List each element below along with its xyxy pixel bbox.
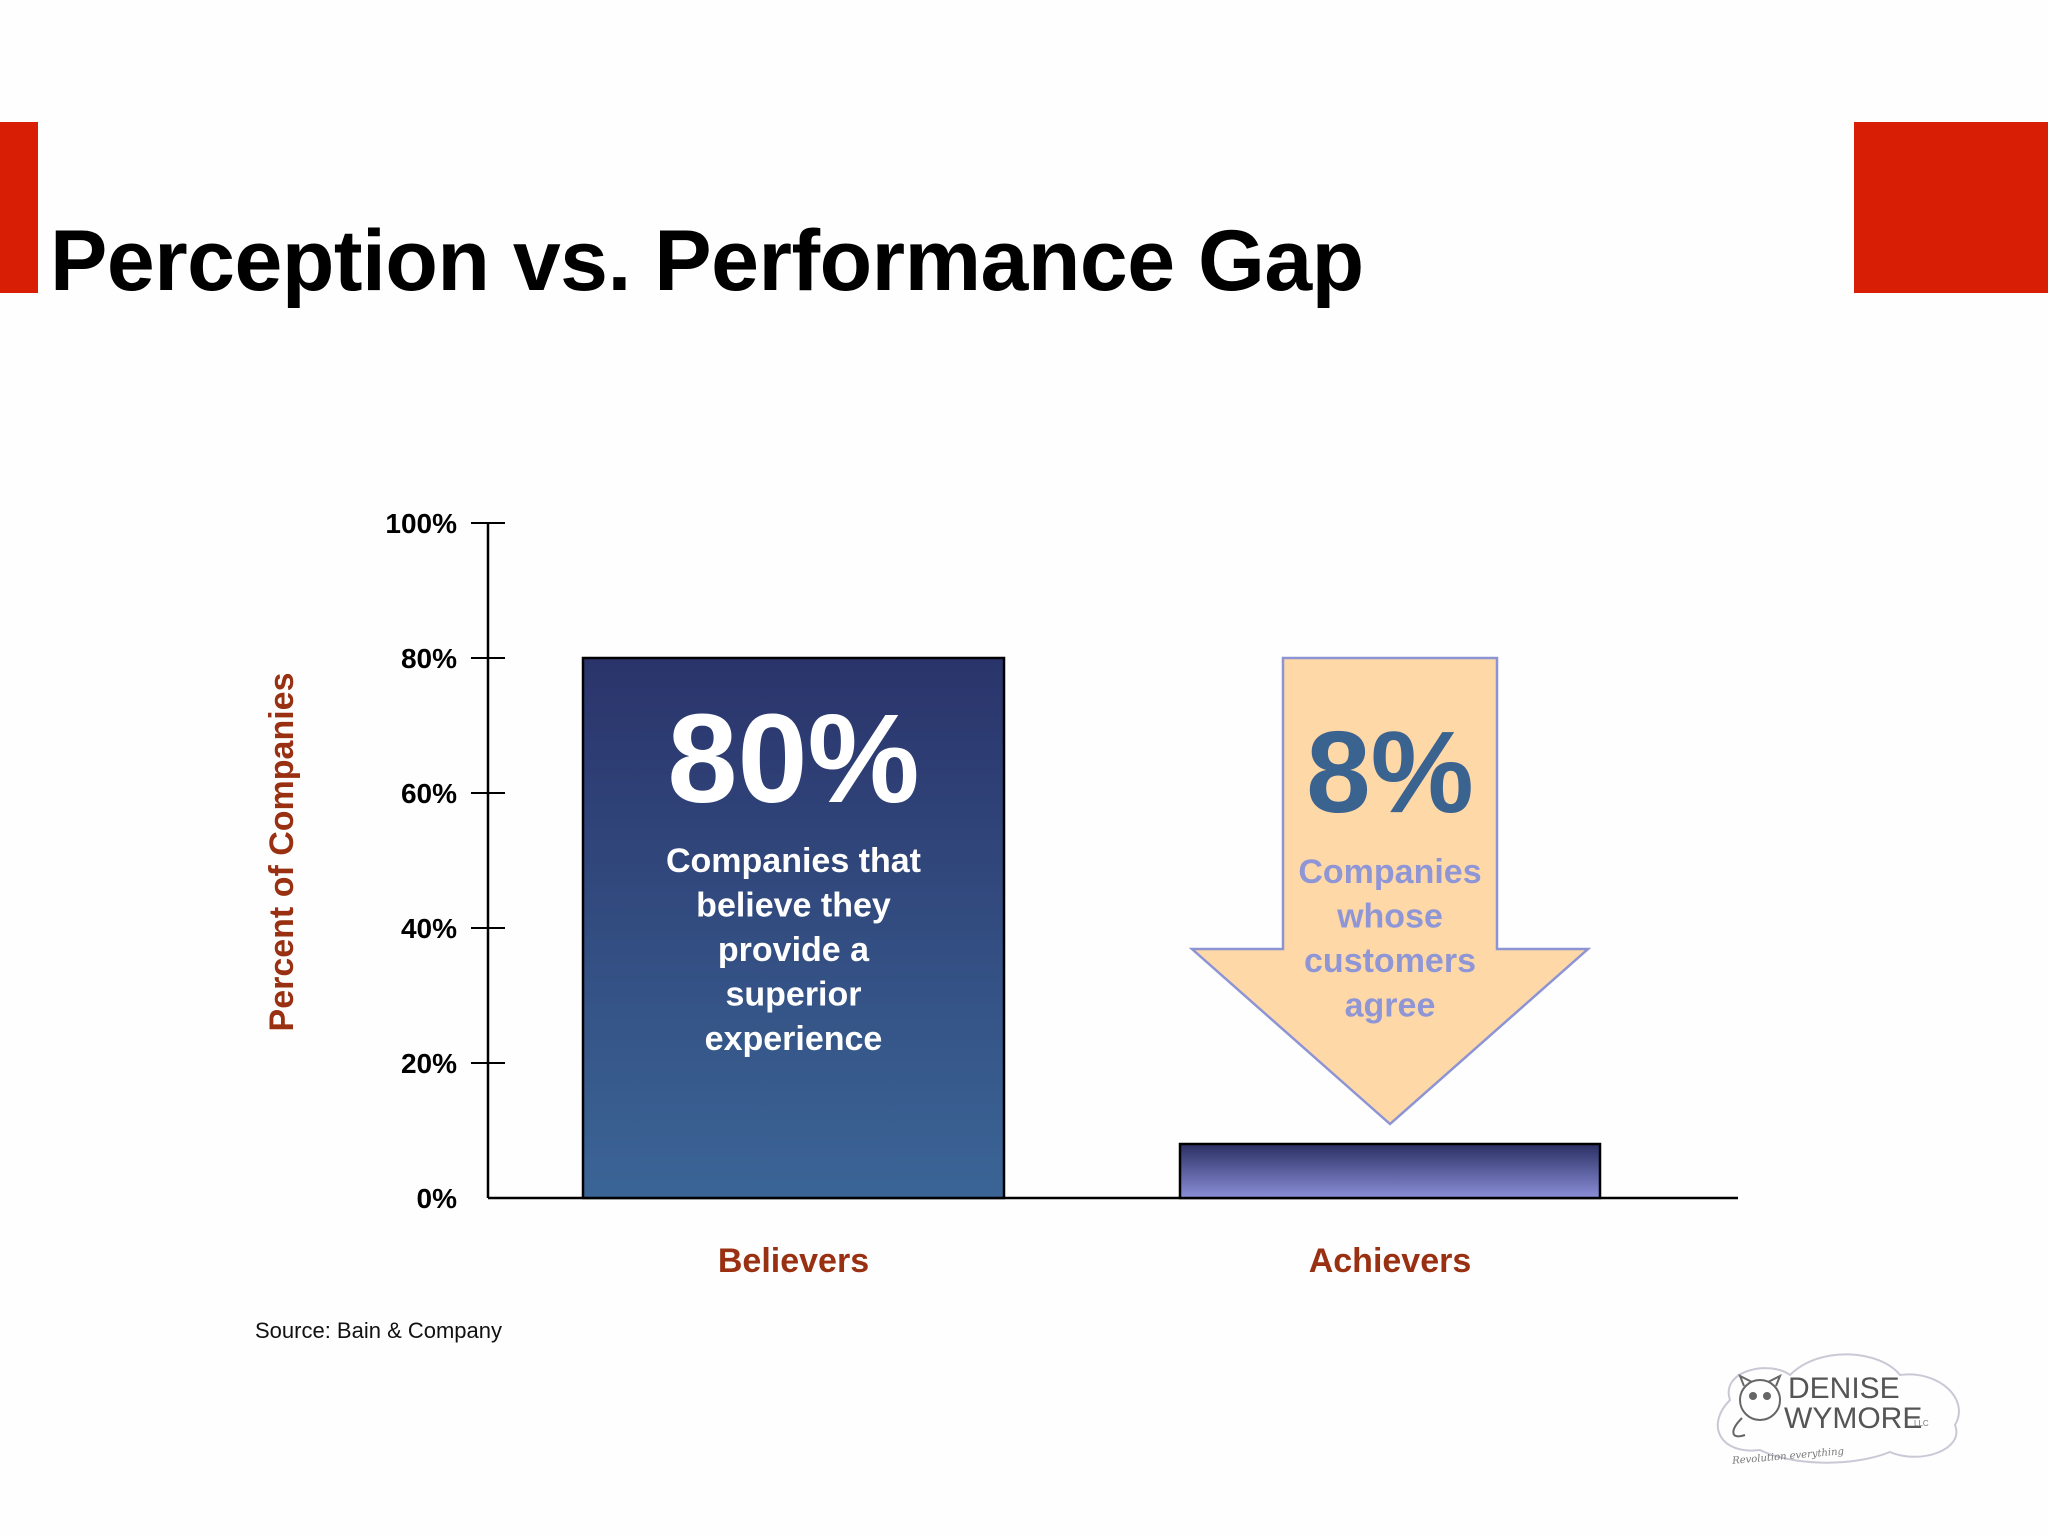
logo-mascot-icon: [1732, 1373, 1782, 1438]
achievers-value-label: 8%: [1306, 707, 1474, 837]
believers-description-line: experience: [705, 1020, 883, 1058]
achievers-description-line: Companies: [1298, 853, 1481, 891]
believers-description-line: believe they: [696, 887, 891, 925]
believers-description-line: provide a: [718, 931, 870, 969]
bar-achievers: [1178, 1142, 1602, 1200]
believers-description-line: Companies that: [666, 842, 921, 880]
down-arrow-shape: [1188, 656, 1592, 1126]
logo-line1: DENISE: [1788, 1372, 1900, 1405]
y-tick-label: 60%: [401, 778, 457, 809]
y-axis-title: Percent of Companies: [263, 673, 301, 1032]
x-category-label: Achievers: [1309, 1242, 1472, 1280]
logo-cloud-outline: [1716, 1353, 1960, 1464]
left-accent-bar: [0, 122, 38, 293]
believers-description-line: superior: [725, 976, 861, 1014]
y-tick-label: 100%: [385, 508, 457, 539]
source-note: Source: Bain & Company: [255, 1318, 503, 1343]
believers-value-label: 80%: [667, 688, 919, 829]
y-tick-label: 20%: [401, 1048, 457, 1079]
right-accent-bar: [1854, 122, 2048, 293]
y-tick-label: 0%: [417, 1183, 458, 1214]
company-logo: DENISE WYMORE LLC Revolution everything: [1716, 1353, 1960, 1467]
logo-tagline: Revolution everything: [1731, 1446, 1845, 1467]
y-tick-label: 80%: [401, 643, 457, 674]
x-category-label: Believers: [718, 1242, 869, 1280]
bar-believers: [581, 656, 1006, 1200]
achievers-description-line: agree: [1345, 987, 1436, 1025]
logo-line2: WYMORE: [1784, 1402, 1922, 1435]
y-tick-label: 40%: [401, 913, 457, 944]
logo-suffix: LLC: [1914, 1419, 1929, 1428]
slide-title: Perception vs. Performance Gap: [50, 213, 1364, 309]
achievers-description-line: customers: [1304, 942, 1476, 980]
achievers-description-line: whose: [1336, 898, 1443, 936]
